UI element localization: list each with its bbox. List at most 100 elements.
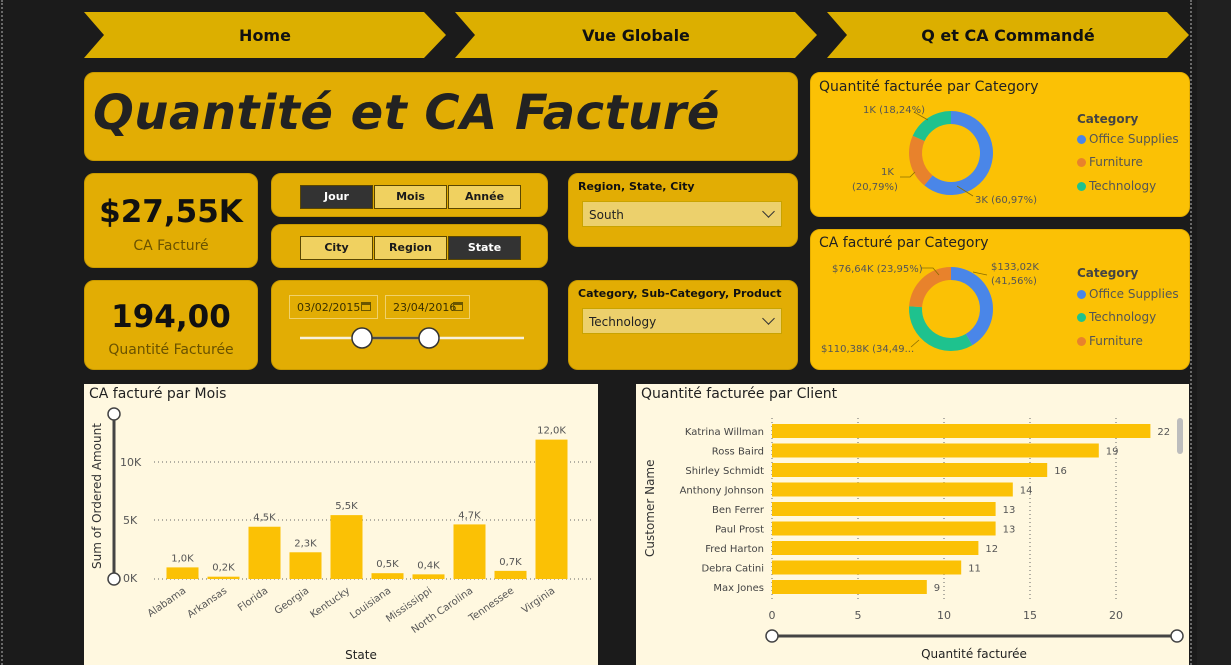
category-dropdown[interactable]: Technology (582, 308, 782, 334)
hbar-max-jones[interactable] (772, 580, 927, 594)
bar-arkansas[interactable] (207, 576, 240, 579)
y-tick-label: Debra Catini (701, 564, 764, 575)
period-mois-button[interactable]: Mois (374, 185, 447, 209)
date-end-value: 23/04/2016 (393, 301, 457, 314)
y-tick-label: Fred Harton (705, 544, 764, 555)
geo-state-button[interactable]: State (448, 236, 521, 260)
kpi-qty-value: 194,00 (111, 299, 231, 335)
bar-alabama[interactable] (166, 567, 199, 579)
y-axis-label: Customer Name (643, 459, 657, 557)
geo-toggle-card: City Region State (271, 224, 548, 268)
donut-qty-label-furniture-2: (20,79%) (852, 182, 898, 193)
date-range-card: 03/02/2015 23/04/2016 (271, 280, 548, 370)
hbar-ben-ferrer[interactable] (772, 502, 996, 516)
bar-georgia[interactable] (289, 552, 322, 579)
canvas-edge-right (1190, 0, 1192, 665)
geo-city-button[interactable]: City (300, 236, 373, 260)
y-tick-label: Katrina Willman (685, 427, 764, 438)
y-range-slider-top-handle[interactable] (107, 407, 121, 421)
region-dropdown[interactable]: South (582, 201, 782, 227)
donut-slice-office-supplies[interactable] (951, 267, 993, 346)
bar-louisiana[interactable] (371, 573, 404, 579)
bar-data-label: 0,7K (499, 557, 522, 568)
x-axis-label: Quantité facturée (921, 647, 1027, 661)
canvas-edge-left (1, 0, 3, 665)
hbar-shirley-schmidt[interactable] (772, 463, 1048, 477)
legend-label: Furniture (1089, 334, 1143, 348)
kpi-ca-card: $27,55K CA Facturé (84, 173, 258, 268)
hbar-ross-baird[interactable] (772, 443, 1099, 458)
hbar-debra-catini[interactable] (772, 560, 962, 575)
donut-qty-card: Quantité facturée par Category 1K (18,24… (810, 72, 1190, 217)
legend-item-technology[interactable]: Technology (1077, 310, 1156, 324)
bar-data-label: 4,7K (458, 510, 481, 521)
legend-item-office-supplies[interactable]: Office Supplies (1077, 132, 1179, 146)
hbar-data-label: 9 (934, 583, 940, 594)
donut-qty-label-office: 3K (60,97%) (975, 195, 1037, 206)
x-tick-label: Tennessee (466, 585, 516, 624)
hbar-data-label: 16 (1054, 466, 1067, 477)
nav-q-ca-commande-button[interactable]: Q et CA Commandé (827, 12, 1189, 58)
x-tick-label: Alabama (146, 585, 188, 619)
category-slicer-card: Category, Sub-Category, Product Technolo… (568, 280, 798, 370)
donut-ca-label-furniture: $76,64K (23,95%) (832, 264, 923, 275)
bar-chart-ca-panel: CA facturé par Mois Sum of Ordered Amoun… (84, 384, 598, 665)
legend-item-furniture[interactable]: Furniture (1077, 334, 1143, 348)
bar-kentucky[interactable] (330, 515, 363, 579)
bar-data-label: 5,5K (335, 501, 358, 512)
legend-label: Office Supplies (1089, 287, 1179, 301)
geo-region-button[interactable]: Region (374, 236, 447, 260)
bar-north-carolina[interactable] (453, 524, 486, 579)
donut-slice-technology[interactable] (912, 111, 951, 142)
hbar-fred-harton[interactable] (772, 541, 979, 555)
region-slicer-card: Region, State, City South (568, 173, 798, 247)
donut-ca-legend-title: Category (1077, 266, 1139, 280)
date-start-input[interactable]: 03/02/2015 (289, 295, 378, 319)
bar-mississippi[interactable] (412, 574, 445, 579)
nav-home-button[interactable]: Home (84, 12, 446, 58)
date-range-slider[interactable] (272, 281, 547, 369)
bar-data-label: 0,2K (212, 563, 235, 574)
legend-dot-icon (1077, 337, 1086, 346)
nav-vue-globale-label: Vue Globale (582, 26, 690, 45)
donut-qty-label-technology: 1K (18,24%) (863, 105, 925, 116)
calendar-icon (361, 302, 371, 311)
hbar-data-label: 13 (1003, 525, 1016, 536)
x-tick-label: 10 (937, 609, 951, 622)
legend-item-furniture[interactable]: Furniture (1077, 155, 1143, 169)
x-tick-label: 0 (769, 609, 776, 622)
legend-item-technology[interactable]: Technology (1077, 179, 1156, 193)
x-range-slider-right-handle[interactable] (1170, 629, 1184, 643)
donut-slice-furniture[interactable] (909, 135, 933, 186)
donut-ca-label-technology: $110,38K (34,49... (821, 344, 914, 355)
legend-dot-icon (1077, 158, 1086, 167)
donut-slice-office-supplies[interactable] (924, 111, 993, 195)
date-slider-start-handle[interactable] (351, 327, 373, 349)
period-jour-button[interactable]: Jour (300, 185, 373, 209)
hbar-chart-qty-title: Quantité facturée par Client (641, 386, 838, 402)
donut-slice-furniture[interactable] (909, 267, 951, 308)
x-range-slider-left-handle[interactable] (765, 629, 779, 643)
legend-label: Technology (1089, 310, 1157, 324)
y-tick-label: 5K (123, 514, 138, 527)
donut-slice-technology[interactable] (909, 306, 973, 351)
hbar-data-label: 13 (1003, 505, 1016, 516)
date-end-input[interactable]: 23/04/2016 (385, 295, 470, 319)
y-tick-label: Anthony Johnson (680, 486, 764, 497)
y-tick-label: Max Jones (713, 583, 764, 594)
kpi-qty-card: 194,00 Quantité Facturée (84, 280, 258, 370)
bar-virginia[interactable] (535, 439, 568, 579)
date-slider-end-handle[interactable] (418, 327, 440, 349)
period-annee-button[interactable]: Année (448, 185, 521, 209)
hbar-paul-prost[interactable] (772, 521, 996, 536)
y-range-slider-bottom-handle[interactable] (107, 572, 121, 586)
hbar-anthony-johnson[interactable] (772, 482, 1013, 497)
bar-tennessee[interactable] (494, 570, 527, 579)
chevron-down-icon (762, 205, 775, 218)
bar-florida[interactable] (248, 526, 281, 579)
nav-vue-globale-button[interactable]: Vue Globale (455, 12, 817, 58)
category-slicer-title: Category, Sub-Category, Product (578, 287, 782, 300)
hbar-katrina-willman[interactable] (772, 424, 1151, 438)
scrollbar-thumb[interactable] (1177, 418, 1183, 454)
legend-item-office-supplies[interactable]: Office Supplies (1077, 287, 1179, 301)
